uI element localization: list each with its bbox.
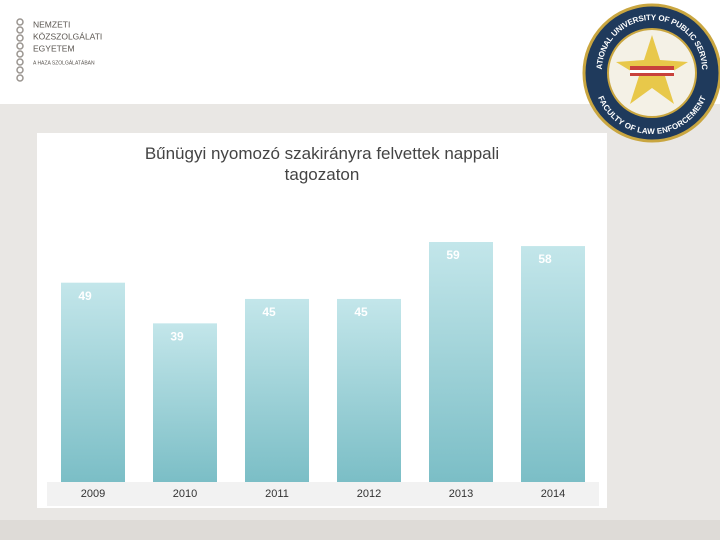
data-label: 45 xyxy=(354,305,368,319)
header-chain xyxy=(16,18,24,82)
header-line: KÖZSZOLGÁLATI xyxy=(33,31,102,41)
data-label: 39 xyxy=(170,330,184,344)
chart-floor xyxy=(47,482,599,506)
x-tick-label: 2011 xyxy=(265,488,289,500)
bar xyxy=(337,298,401,482)
bar xyxy=(61,282,125,482)
bar xyxy=(429,242,493,482)
x-tick-label: 2010 xyxy=(173,488,197,500)
x-tick-label: 2014 xyxy=(541,488,565,500)
bar xyxy=(245,298,309,482)
data-label: 58 xyxy=(538,252,552,266)
x-tick-label: 2009 xyxy=(81,488,105,500)
chart-title: Bűnügyi nyomozó szakirányra felvettek na… xyxy=(145,144,499,184)
x-tick-label: 2013 xyxy=(449,488,473,500)
footer-band xyxy=(0,520,720,540)
data-label: 59 xyxy=(446,248,460,262)
bar xyxy=(521,246,585,482)
header-motto: A HAZA SZOLGÁLATÁBAN xyxy=(33,59,95,66)
header-line: NEMZETI xyxy=(33,19,70,29)
chart-panel xyxy=(37,133,607,508)
x-tick-label: 2012 xyxy=(357,488,381,500)
header-line: EGYETEM xyxy=(33,43,75,53)
data-label: 45 xyxy=(262,305,276,319)
bar xyxy=(153,323,217,482)
data-label: 49 xyxy=(78,289,92,303)
